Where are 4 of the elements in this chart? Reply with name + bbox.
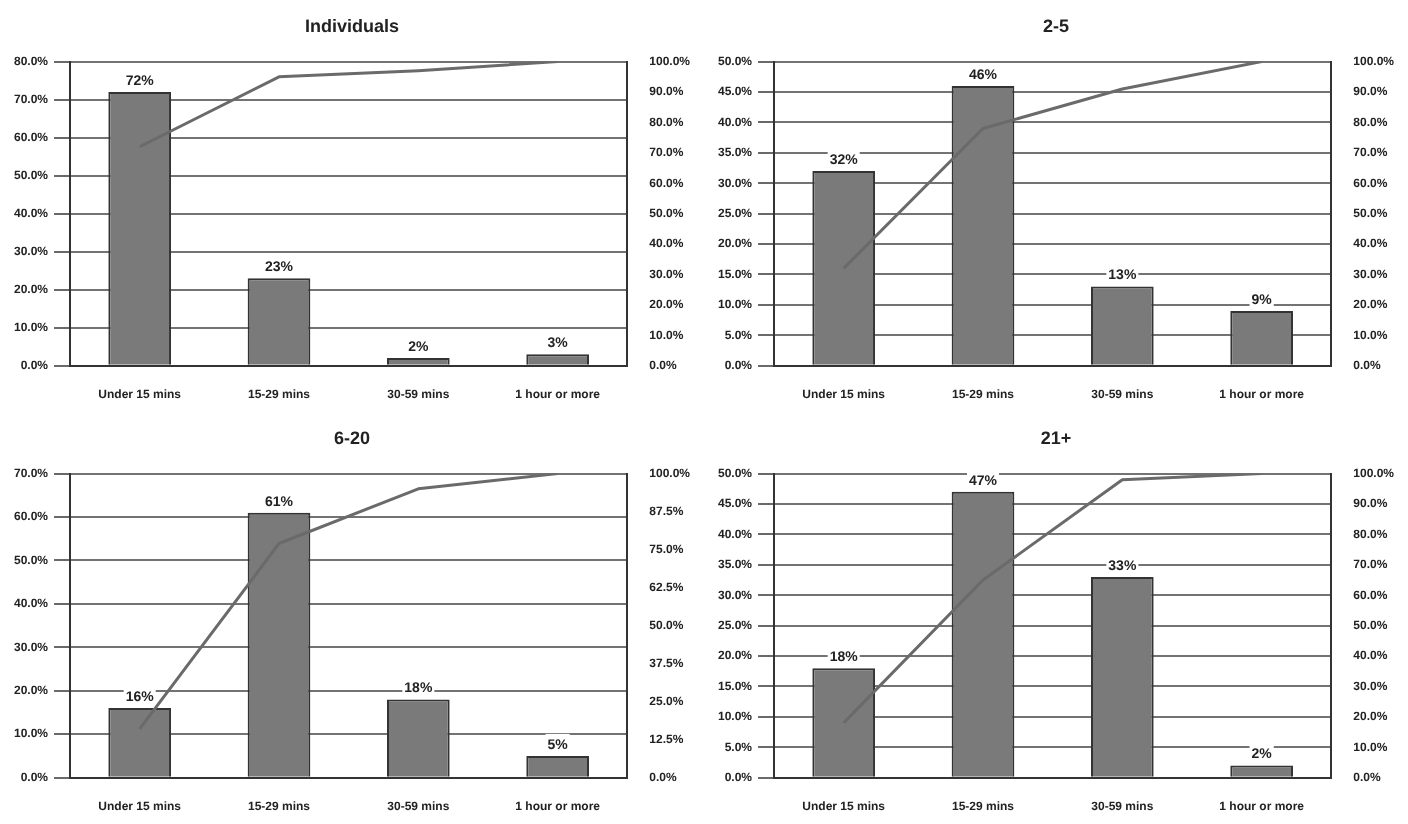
chart-title: Individuals [304,15,400,36]
chart-title: 21+ [1040,427,1072,448]
chart-title: 6-20 [333,427,371,448]
chart-title: 2-5 [1042,15,1070,36]
